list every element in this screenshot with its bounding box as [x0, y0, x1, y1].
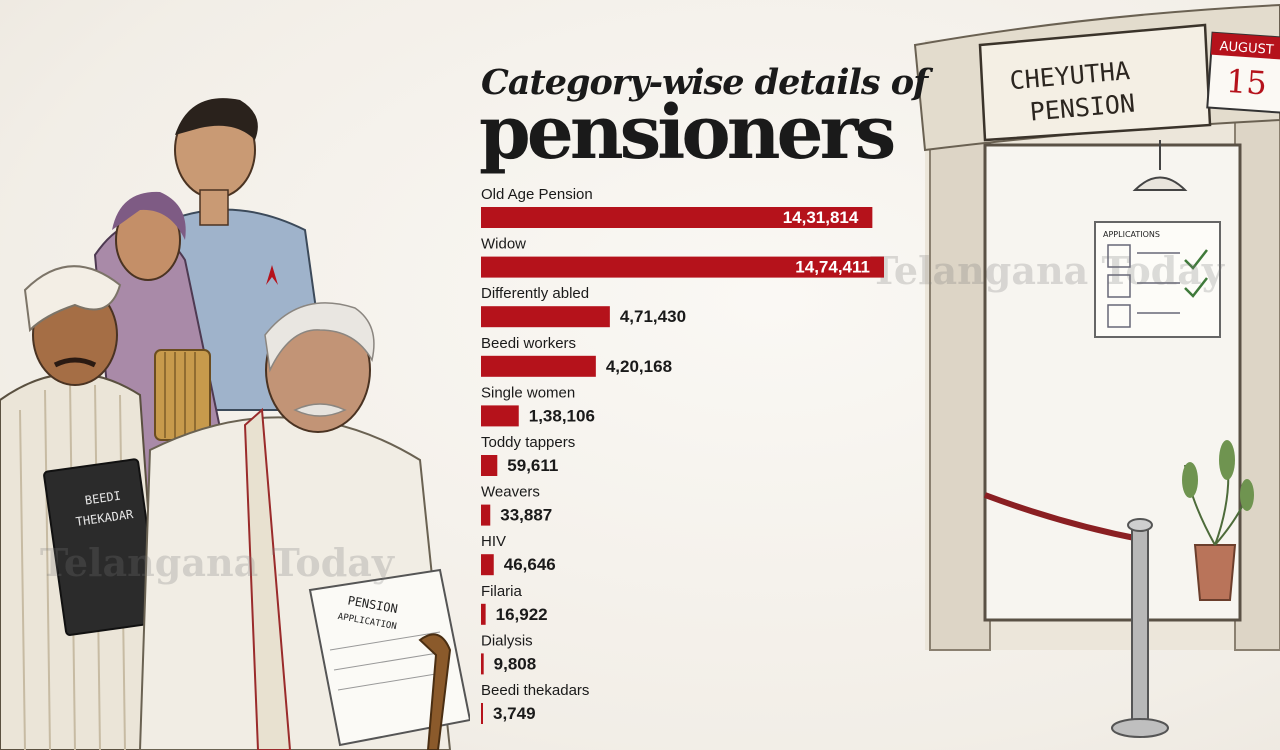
bar	[481, 355, 596, 377]
bar	[481, 653, 484, 675]
bar	[481, 306, 610, 328]
people-illustration: BEEDI THEKADAR PENSION APPLICATION	[0, 98, 470, 750]
pension-office-illustration: CHEYUTHA PENSION AUGUST 15 APPLICATIONS	[913, 3, 1280, 738]
category-label: Beedi workers	[481, 335, 576, 352]
book-label-1: BEEDI	[84, 489, 122, 508]
chart-title-line-1: Category-wise details of	[481, 62, 928, 103]
board-title: APPLICATIONS	[1103, 230, 1160, 239]
watermark-left: Telangana Today	[40, 540, 394, 585]
chart-title-line-2: pensioners	[479, 90, 896, 176]
value-label: 1,38,106	[529, 406, 595, 425]
value-label: 16,922	[496, 605, 548, 624]
value-label: 33,887	[500, 506, 552, 525]
value-label: 46,646	[504, 555, 556, 574]
bar	[481, 603, 486, 625]
queue-stanchion	[983, 492, 1169, 738]
bar	[481, 703, 483, 724]
calendar: AUGUST 15	[1206, 31, 1280, 114]
calendar-day: 15	[1225, 62, 1268, 103]
category-label: Weavers	[481, 484, 540, 501]
value-label: 14,74,411	[795, 258, 870, 277]
value-label: 14,31,814	[783, 208, 859, 227]
bar-chart: Old Age Pension 14,31,814 Widow 14,74,411 Di…	[481, 185, 921, 725]
category-label: Single women	[481, 384, 575, 401]
turban-man-figure: BEEDI THEKADAR	[0, 265, 167, 750]
category-label: HIV	[481, 533, 506, 550]
calendar-month: AUGUST	[1219, 39, 1274, 58]
category-label: Old Age Pension	[481, 186, 593, 203]
category-label: Differently abled	[481, 285, 589, 302]
bar	[481, 405, 519, 427]
bar-chart-svg: Old Age Pension 14,31,814 Widow 14,74,411 Di…	[481, 186, 884, 724]
bar	[481, 504, 491, 526]
category-label: Widow	[481, 236, 526, 253]
bar	[481, 455, 498, 476]
ceiling-lamp	[1132, 140, 1188, 191]
category-label: Toddy tappers	[481, 434, 575, 451]
category-label: Beedi thekadars	[481, 682, 589, 699]
beedi-thekadar-book: BEEDI THEKADAR	[43, 458, 162, 636]
applications-board: APPLICATIONS	[1094, 221, 1221, 338]
value-label: 59,611	[507, 456, 558, 475]
bar	[481, 256, 884, 278]
potted-plant	[1182, 440, 1254, 601]
value-label: 4,71,430	[620, 307, 686, 326]
category-label: Dialysis	[481, 632, 533, 649]
bar	[481, 554, 494, 576]
value-label: 3,749	[493, 704, 536, 723]
old-man-figure: PENSION APPLICATION	[138, 302, 470, 750]
value-label: 4,20,168	[606, 357, 672, 376]
watermark-right: Telangana Today	[870, 248, 1224, 293]
pension-application-paper: PENSION APPLICATION	[308, 568, 470, 747]
value-label: 9,808	[494, 654, 537, 673]
cheyutha-pension-sign: CHEYUTHA PENSION	[978, 23, 1212, 142]
category-label: Filaria	[481, 583, 522, 600]
bar	[481, 207, 873, 228]
